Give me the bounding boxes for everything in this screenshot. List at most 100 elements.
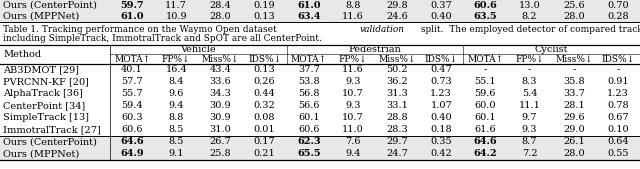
Text: 0.08: 0.08 (254, 114, 275, 123)
Text: 0.17: 0.17 (253, 138, 275, 147)
Text: Ours (MPPNet): Ours (MPPNet) (3, 12, 79, 21)
Text: 28.8: 28.8 (387, 114, 408, 123)
Text: 0.44: 0.44 (253, 90, 275, 99)
Text: Miss%↓: Miss%↓ (555, 54, 593, 64)
Bar (0, 148, 640, 160)
Text: 28.1: 28.1 (563, 102, 584, 111)
Text: 0.40: 0.40 (431, 114, 452, 123)
Text: Method: Method (3, 50, 41, 59)
Text: 59.7: 59.7 (120, 1, 144, 10)
Text: FP%↓: FP%↓ (515, 54, 544, 64)
Text: FP%↓: FP%↓ (339, 54, 367, 64)
Text: 10.7: 10.7 (342, 90, 364, 99)
Text: 0.18: 0.18 (431, 126, 452, 135)
Text: SimpleTrack [13]: SimpleTrack [13] (3, 114, 89, 123)
Text: 60.6: 60.6 (474, 1, 497, 10)
Text: AB3DMOT [29]: AB3DMOT [29] (3, 66, 79, 75)
Text: split.  The employed detector of compared tracking methods,: split. The employed detector of compared… (418, 25, 640, 33)
Text: 0.42: 0.42 (430, 150, 452, 159)
Text: 24.7: 24.7 (386, 150, 408, 159)
Text: 33.1: 33.1 (386, 102, 408, 111)
Text: PVRCNN-KF [20]: PVRCNN-KF [20] (3, 78, 89, 87)
Text: 0.70: 0.70 (607, 1, 628, 10)
Text: 61.0: 61.0 (297, 1, 321, 10)
Text: 29.8: 29.8 (387, 1, 408, 10)
Text: Ours (CenterPoint): Ours (CenterPoint) (3, 1, 97, 10)
Text: 10.7: 10.7 (342, 114, 364, 123)
Text: 56.6: 56.6 (298, 102, 319, 111)
Bar (0, 11, 640, 22)
Bar (0, 0, 640, 11)
Text: 60.6: 60.6 (298, 126, 319, 135)
Text: -: - (484, 66, 487, 75)
Text: 37.7: 37.7 (298, 66, 320, 75)
Text: 9.4: 9.4 (345, 150, 361, 159)
Text: 0.35: 0.35 (431, 138, 452, 147)
Text: 0.13: 0.13 (253, 12, 275, 21)
Text: 0.47: 0.47 (430, 66, 452, 75)
Text: 0.37: 0.37 (430, 1, 452, 10)
Text: MOTA↑: MOTA↑ (114, 54, 150, 64)
Text: Ours (MPPNet): Ours (MPPNet) (3, 150, 79, 159)
Text: 0.73: 0.73 (430, 78, 452, 87)
Text: 8.8: 8.8 (168, 114, 184, 123)
Text: -: - (572, 66, 575, 75)
Text: MOTA↑: MOTA↑ (291, 54, 327, 64)
Text: 28.0: 28.0 (210, 12, 231, 21)
Text: 28.0: 28.0 (563, 12, 584, 21)
Text: 29.6: 29.6 (563, 114, 584, 123)
Text: AlphaTrack [36]: AlphaTrack [36] (3, 90, 83, 99)
Text: 0.64: 0.64 (607, 138, 628, 147)
Text: 55.1: 55.1 (475, 78, 496, 87)
Text: 9.3: 9.3 (345, 102, 361, 111)
Text: 9.4: 9.4 (168, 102, 184, 111)
Text: Vehicle: Vehicle (180, 45, 216, 54)
Text: 9.6: 9.6 (168, 90, 184, 99)
Text: 8.5: 8.5 (168, 138, 184, 147)
Text: 13.0: 13.0 (518, 1, 540, 10)
Text: 0.21: 0.21 (253, 150, 275, 159)
Text: 8.8: 8.8 (345, 1, 360, 10)
Text: 29.7: 29.7 (386, 138, 408, 147)
Text: 31.0: 31.0 (209, 126, 231, 135)
Text: 7.2: 7.2 (522, 150, 538, 159)
Text: 60.1: 60.1 (475, 114, 496, 123)
Text: 60.1: 60.1 (298, 114, 319, 123)
Text: 28.3: 28.3 (386, 126, 408, 135)
Text: 1.07: 1.07 (430, 102, 452, 111)
Text: 0.55: 0.55 (607, 150, 628, 159)
Text: 28.4: 28.4 (209, 1, 231, 10)
Text: 25.6: 25.6 (563, 1, 584, 10)
Text: 60.0: 60.0 (475, 102, 496, 111)
Text: 8.2: 8.2 (522, 12, 538, 21)
Text: 53.8: 53.8 (298, 78, 319, 87)
Text: 30.9: 30.9 (210, 102, 231, 111)
Text: 24.6: 24.6 (386, 12, 408, 21)
Text: Miss%↓: Miss%↓ (378, 54, 416, 64)
Text: 0.78: 0.78 (607, 102, 628, 111)
Text: 31.3: 31.3 (386, 90, 408, 99)
Text: ImmotralTrack [27]: ImmotralTrack [27] (3, 126, 100, 135)
Text: 64.6: 64.6 (120, 138, 144, 147)
Text: 1.23: 1.23 (430, 90, 452, 99)
Text: 11.6: 11.6 (342, 12, 364, 21)
Text: 16.4: 16.4 (165, 66, 187, 75)
Text: 60.6: 60.6 (122, 126, 143, 135)
Text: 63.4: 63.4 (297, 12, 321, 21)
Text: 0.01: 0.01 (254, 126, 275, 135)
Text: 60.3: 60.3 (121, 114, 143, 123)
Text: 33.7: 33.7 (563, 90, 585, 99)
Text: 26.7: 26.7 (209, 138, 231, 147)
Text: 8.4: 8.4 (168, 78, 184, 87)
Text: 9.3: 9.3 (345, 78, 361, 87)
Text: Miss%↓: Miss%↓ (202, 54, 239, 64)
Bar (0, 136, 640, 148)
Text: 25.8: 25.8 (210, 150, 231, 159)
Text: 11.6: 11.6 (342, 66, 364, 75)
Text: 11.1: 11.1 (518, 102, 541, 111)
Text: 10.9: 10.9 (165, 12, 187, 21)
Text: 34.3: 34.3 (209, 90, 231, 99)
Text: validation: validation (360, 25, 405, 33)
Text: 30.9: 30.9 (210, 114, 231, 123)
Text: -: - (528, 66, 531, 75)
